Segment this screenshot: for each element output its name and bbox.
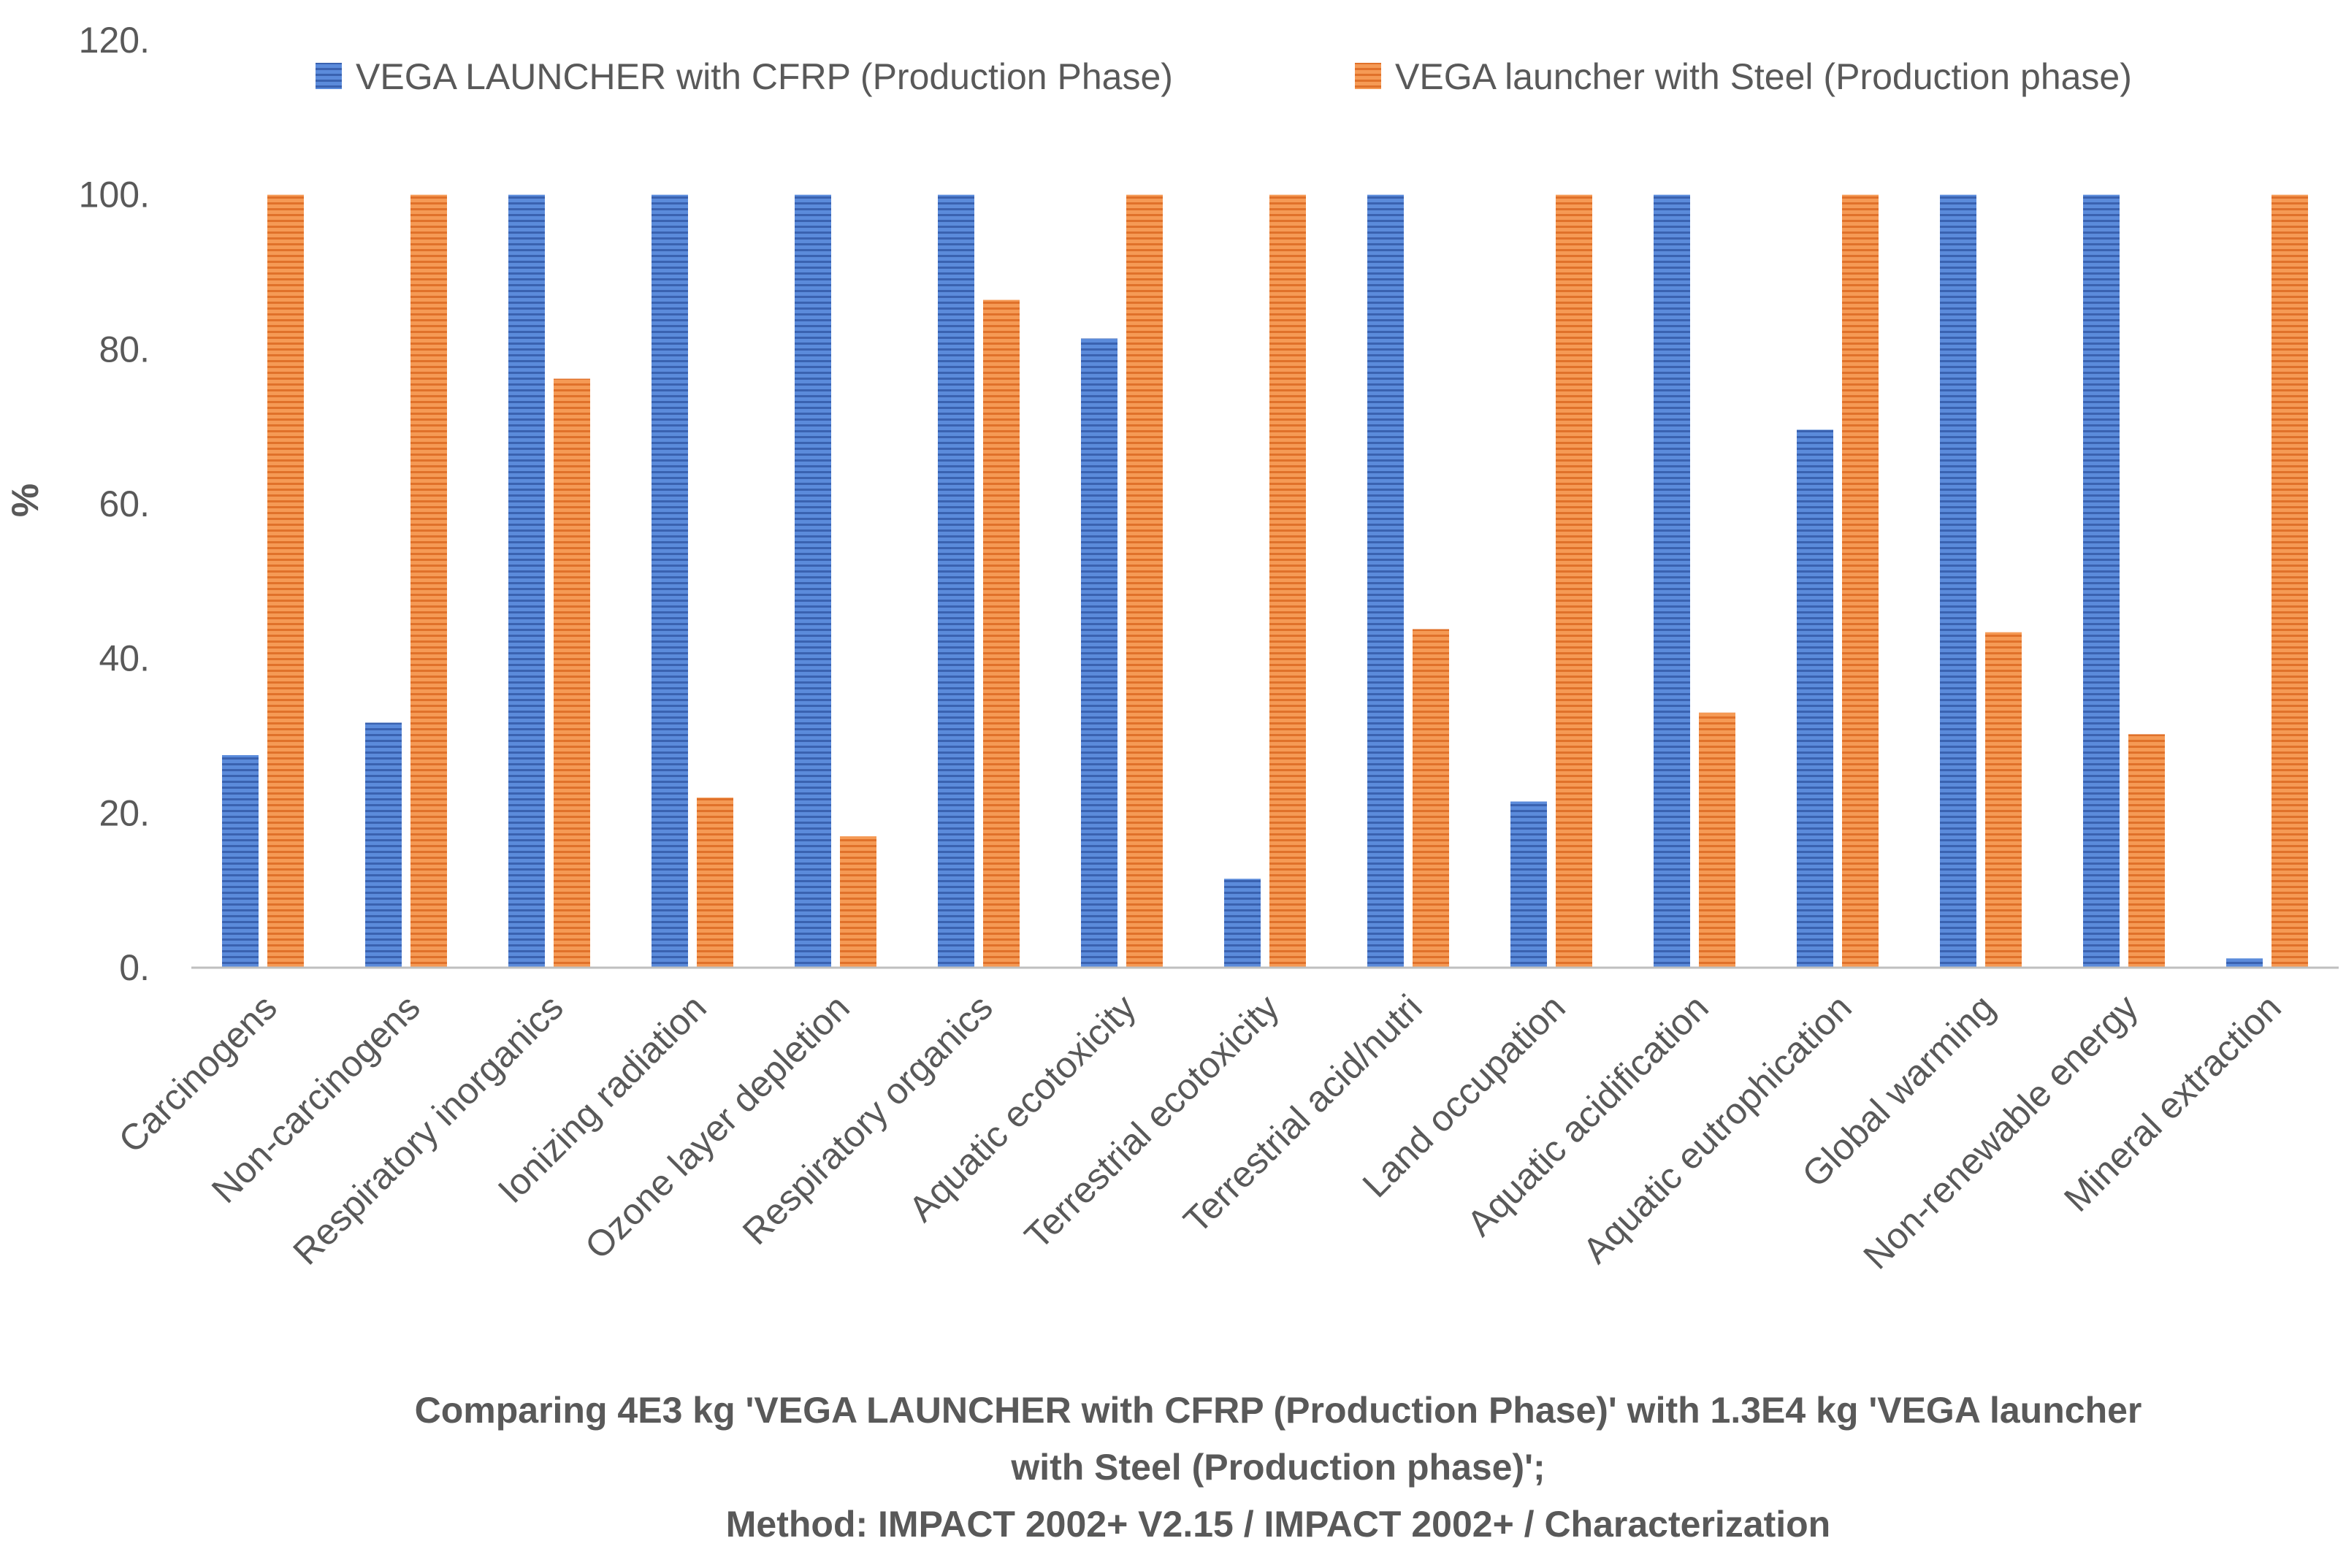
bar-series-1	[2226, 958, 2263, 968]
x-tick-label: Aquatic eutrophication	[1575, 987, 1859, 1271]
bar-series-2	[1269, 194, 1306, 968]
legend-label-series-2: VEGA launcher with Steel (Production pha…	[1395, 56, 2132, 97]
bar-series-2	[267, 194, 304, 968]
y-tick-label: 20.	[99, 792, 150, 833]
chart-caption: Comparing 4E3 kg 'VEGA LAUNCHER with CFR…	[415, 1390, 2142, 1545]
bar-series-2	[1699, 712, 1735, 968]
bar-series-1	[2083, 194, 2120, 968]
bar-series-1	[222, 754, 259, 968]
bars	[222, 194, 2308, 968]
y-tick-label: 0.	[119, 947, 150, 988]
y-tick-label: 80.	[99, 329, 150, 370]
bar-series-2	[840, 836, 876, 968]
legend-label-series-1: VEGA LAUNCHER with CFRP (Production Phas…	[356, 56, 1173, 97]
caption-line-1: Comparing 4E3 kg 'VEGA LAUNCHER with CFR…	[415, 1390, 2142, 1431]
legend: VEGA LAUNCHER with CFRP (Production Phas…	[316, 56, 2132, 97]
bar-series-2	[554, 378, 590, 968]
x-tick-label: Respiratory organics	[735, 987, 1001, 1253]
bar-series-2	[983, 299, 1020, 968]
bar-series-1	[938, 194, 974, 968]
legend-swatch-series-2	[1355, 63, 1381, 89]
bar-series-1	[1081, 338, 1117, 968]
bar-series-1	[1940, 194, 1976, 968]
x-tick-label: Respiratory inorganics	[285, 987, 570, 1272]
y-tick-label: 60.	[99, 483, 150, 524]
caption-line-2: with Steel (Production phase)';	[1010, 1447, 1545, 1488]
bar-series-2	[1556, 194, 1592, 968]
y-tick-label: 40.	[99, 638, 150, 679]
bar-series-2	[1126, 194, 1163, 968]
x-tick-label: Non-renewable energy	[1855, 987, 2145, 1277]
bar-series-1	[508, 194, 545, 968]
bar-series-2	[697, 798, 733, 968]
caption-line-3: Method: IMPACT 2002+ V2.15 / IMPACT 2002…	[726, 1504, 1830, 1545]
y-tick-label: 100.	[79, 175, 150, 215]
bar-series-1	[795, 194, 831, 968]
bar-series-1	[1367, 194, 1404, 968]
bar-series-1	[365, 722, 402, 968]
bar-series-2	[1842, 194, 1879, 968]
bar-series-2	[1985, 632, 2022, 968]
y-axis-title: %	[4, 483, 47, 517]
x-tick-label: Terrestrial ecotoxicity	[1017, 987, 1287, 1257]
x-tick-label: Aquatic acidification	[1459, 987, 1716, 1244]
y-axis: 0. 20. 40. 60. 80. 100. 120.	[79, 20, 150, 988]
x-tick-label: Terrestrial acid/nutri	[1176, 987, 1430, 1241]
x-tick-label: Ozone layer depletion	[577, 987, 857, 1267]
bar-series-1	[652, 194, 688, 968]
bar-series-1	[1654, 194, 1690, 968]
y-tick-label: 120.	[79, 20, 150, 61]
bar-series-2	[2272, 194, 2308, 968]
bar-series-1	[1224, 879, 1261, 968]
bar-series-2	[1413, 629, 1449, 968]
bar-series-1	[1797, 429, 1833, 968]
bar-series-2	[410, 194, 447, 968]
bar-series-1	[1510, 801, 1547, 968]
legend-swatch-series-1	[316, 63, 342, 89]
bar-series-2	[2128, 734, 2165, 968]
